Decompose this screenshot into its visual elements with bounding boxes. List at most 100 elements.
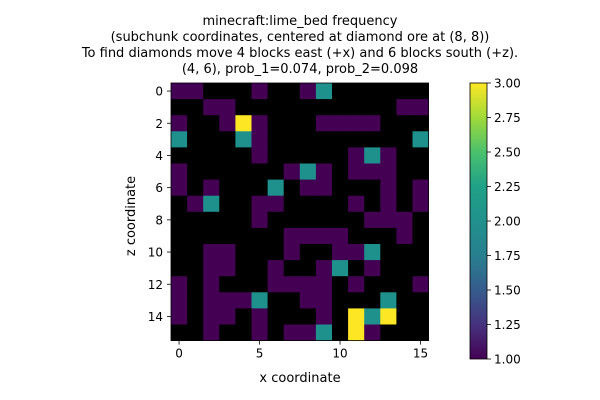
heatmap-cell xyxy=(235,244,252,261)
heatmap-cell xyxy=(332,244,349,261)
x-tick-label: 5 xyxy=(256,347,264,361)
heatmap-cell xyxy=(235,99,252,116)
heatmap-cell xyxy=(219,83,236,100)
heatmap-cell xyxy=(299,211,317,229)
colorbar-tick-label: 2.00 xyxy=(494,215,521,229)
heatmap-cell xyxy=(332,115,349,132)
heatmap-cell xyxy=(235,260,252,277)
heatmap-cell xyxy=(187,292,204,309)
heatmap-cell xyxy=(187,211,204,229)
colorbar-tick-label: 2.75 xyxy=(494,111,521,125)
heatmap-cell xyxy=(235,324,252,341)
plot-frame xyxy=(170,82,430,342)
y-tick-label: 8 xyxy=(155,213,163,227)
heatmap-cell xyxy=(299,115,317,132)
heatmap-cell xyxy=(332,276,349,293)
heatmap-cell xyxy=(267,195,285,213)
heatmap-cell xyxy=(412,292,429,309)
y-tick-label: 10 xyxy=(148,246,163,260)
heatmap-cell xyxy=(283,324,301,341)
heatmap-cell xyxy=(348,147,365,164)
heatmap-cell xyxy=(380,195,397,213)
heatmap-cell xyxy=(315,163,333,180)
y-tick-label: 12 xyxy=(148,278,163,292)
heatmap-cell xyxy=(299,244,317,261)
heatmap-cell xyxy=(332,147,349,164)
heatmap-cell xyxy=(187,227,204,245)
heatmap-cell xyxy=(380,147,397,164)
heatmap-cell xyxy=(251,276,268,293)
heatmap-cell xyxy=(332,179,349,197)
heatmap-cell xyxy=(315,260,333,277)
heatmap-cell xyxy=(187,308,204,325)
heatmap-cell xyxy=(251,308,268,325)
heatmap-cell xyxy=(348,276,365,293)
heatmap-cell xyxy=(332,308,349,325)
heatmap-cell xyxy=(251,227,268,245)
y-tick-label: 0 xyxy=(155,85,163,99)
heatmap-cell xyxy=(380,163,397,180)
heatmap-cell xyxy=(412,147,429,164)
heatmap-cell xyxy=(332,163,349,180)
heatmap-cell xyxy=(348,227,365,245)
heatmap-cell xyxy=(235,131,252,148)
heatmap-cell xyxy=(267,276,285,293)
heatmap-cell xyxy=(203,83,220,100)
heatmap-cell xyxy=(396,131,413,148)
heatmap-cell xyxy=(171,115,188,132)
heatmap-cell xyxy=(412,179,429,197)
heatmap-cell xyxy=(251,260,268,277)
heatmap-cell xyxy=(251,179,268,197)
heatmap-cell xyxy=(315,227,333,245)
heatmap-cell xyxy=(396,99,413,116)
heatmap-cell xyxy=(267,324,285,341)
colorbar-tick-label: 1.75 xyxy=(494,249,521,263)
heatmap-cell xyxy=(219,260,236,277)
heatmap-cell xyxy=(299,227,317,245)
heatmap-cell xyxy=(299,179,317,197)
heatmap-cell xyxy=(396,83,413,100)
heatmap-cell xyxy=(267,244,285,261)
heatmap-cell xyxy=(267,163,285,180)
heatmap-cell xyxy=(380,227,397,245)
heatmap-cell xyxy=(412,308,429,325)
y-axis-label: z coordinate xyxy=(124,176,139,256)
y-tick-label: 2 xyxy=(155,117,163,131)
heatmap-cell xyxy=(187,83,204,100)
heatmap-cell xyxy=(412,115,429,132)
heatmap-cell xyxy=(267,147,285,164)
heatmap-cell xyxy=(412,324,429,341)
heatmap-cell xyxy=(412,99,429,116)
heatmap-cell xyxy=(187,260,204,277)
heatmap-cell xyxy=(364,244,381,261)
heatmap-cell xyxy=(283,147,301,164)
heatmap-cell xyxy=(364,211,381,229)
heatmap-cell xyxy=(364,195,381,213)
heatmap-cell xyxy=(203,195,220,213)
heatmap-cell xyxy=(251,83,268,100)
heatmap-cell xyxy=(267,227,285,245)
heatmap-cell xyxy=(412,276,429,293)
heatmap-cell xyxy=(299,147,317,164)
heatmap-cell xyxy=(396,227,413,245)
heatmap-cell xyxy=(235,83,252,100)
heatmap-cell xyxy=(348,308,365,325)
heatmap-cell xyxy=(171,324,188,341)
heatmap-cell xyxy=(396,115,413,132)
colorbar-tick-label: 2.50 xyxy=(494,146,521,160)
heatmap-cell xyxy=(203,163,220,180)
heatmap-cell xyxy=(251,163,268,180)
heatmap-cell xyxy=(315,115,333,132)
y-axis-ticks: 0 2 4 6 8 10 12 14 xyxy=(148,85,171,324)
heatmap-cell xyxy=(380,276,397,293)
heatmap-cell xyxy=(364,324,381,341)
heatmap-cell xyxy=(171,211,188,229)
heatmap-cell xyxy=(203,324,220,341)
heatmap-cell xyxy=(364,227,381,245)
heatmap-cell xyxy=(203,147,220,164)
heatmap-cell xyxy=(348,211,365,229)
heatmap-cell xyxy=(203,292,220,309)
heatmap-cell xyxy=(396,179,413,197)
heatmap-cell xyxy=(396,308,413,325)
heatmap-cell xyxy=(187,115,204,132)
